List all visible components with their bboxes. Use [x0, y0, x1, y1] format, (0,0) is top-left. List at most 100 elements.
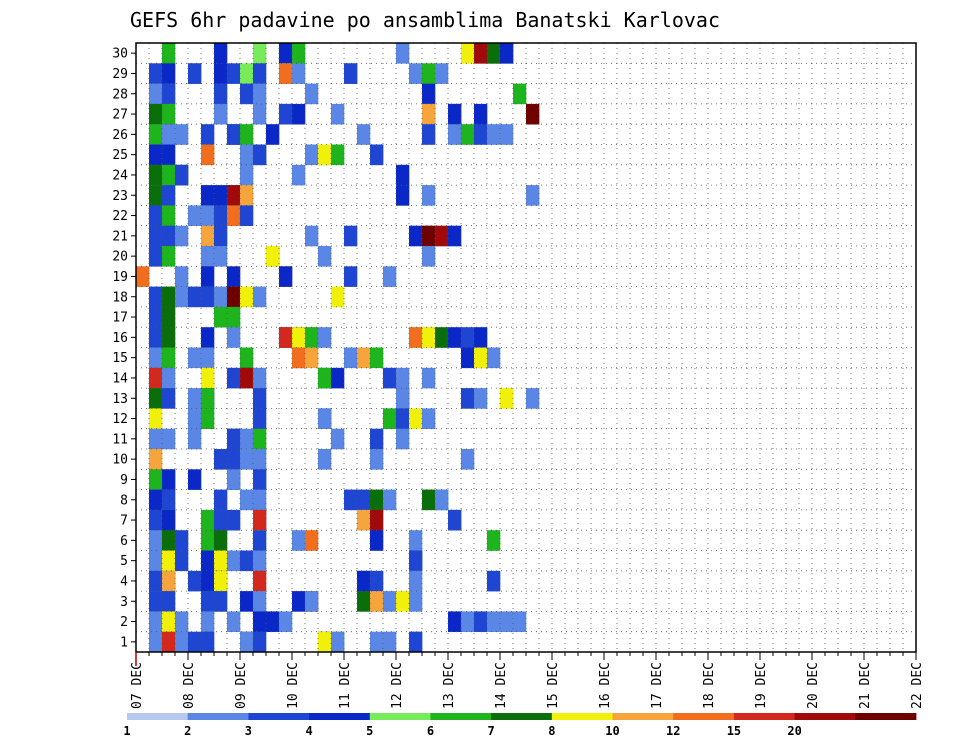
heatmap-cell — [175, 631, 189, 653]
heatmap-cell — [162, 103, 176, 125]
heatmap-cell — [227, 428, 241, 450]
heatmap-cell — [357, 124, 371, 145]
x-axis: 07 DEC 08 DEC 09 DEC 10 DEC 11 DEC 12 DEC 13 D… — [130, 652, 925, 709]
heatmap-cell — [474, 124, 488, 145]
heatmap-cell — [422, 185, 436, 206]
y-tick-label: 11 — [112, 432, 128, 447]
y-tick-label: 8 — [120, 493, 128, 508]
heatmap-cell — [149, 63, 163, 84]
heatmap-cell — [357, 347, 371, 369]
heatmap-cell — [253, 631, 267, 653]
heatmap-cell — [201, 225, 215, 247]
y-tick-label: 21 — [112, 229, 128, 244]
heatmap-cell — [253, 469, 267, 490]
heatmap-cell — [344, 347, 358, 369]
heatmap-cell — [409, 591, 423, 612]
heatmap-cell — [149, 103, 163, 125]
heatmap-cell — [227, 509, 241, 531]
y-tick-label: 10 — [112, 453, 128, 468]
heatmap-cell — [396, 43, 410, 64]
heatmap-cell — [201, 246, 215, 267]
heatmap-cell — [214, 591, 228, 612]
heatmap-cell — [422, 103, 436, 125]
heatmap-cell — [149, 185, 163, 206]
heatmap-cell — [370, 489, 384, 511]
heatmap-cell — [396, 164, 410, 186]
heatmap-cell — [162, 63, 176, 84]
heatmap-cell — [396, 408, 410, 429]
heatmap-cell — [162, 144, 176, 166]
heatmap-cell — [253, 408, 267, 429]
heatmap-cell — [422, 63, 436, 84]
heatmap-cell — [370, 428, 384, 450]
y-tick-label: 20 — [112, 250, 128, 265]
legend-label: 6 — [427, 724, 434, 738]
heatmap-cell — [201, 286, 215, 308]
heatmap-cell — [227, 469, 241, 490]
heatmap-cell — [162, 225, 176, 247]
legend-swatch — [794, 713, 856, 720]
heatmap-cell — [240, 164, 254, 186]
heatmap-cell — [370, 509, 384, 531]
y-tick-label: 12 — [112, 412, 128, 427]
heatmap-cell — [188, 286, 202, 308]
heatmap-cell — [201, 124, 215, 145]
y-tick-label: 19 — [112, 270, 128, 285]
heatmap-cell — [357, 509, 371, 531]
y-tick-label: 25 — [112, 148, 128, 163]
heatmap-cell — [201, 611, 215, 632]
heatmap-cell — [253, 63, 267, 84]
heatmap-cell — [214, 550, 228, 572]
legend-swatch — [187, 713, 249, 720]
heatmap-cell — [188, 347, 202, 369]
heatmap-cell — [188, 631, 202, 653]
heatmap-cell — [383, 489, 397, 511]
heatmap-cell — [240, 428, 254, 450]
heatmap-cell — [396, 591, 410, 612]
heatmap-cell — [214, 530, 228, 551]
heatmap-cell — [266, 611, 280, 632]
legend-swatch — [673, 713, 735, 720]
heatmap-cell — [357, 489, 371, 511]
heatmap-cell — [292, 103, 306, 125]
heatmap-cell — [214, 83, 228, 105]
heatmap-cell — [422, 83, 436, 105]
heatmap-cell — [318, 449, 332, 470]
heatmap-cell — [188, 63, 202, 84]
heatmap-cell — [149, 469, 163, 490]
heatmap-cell — [201, 550, 215, 572]
heatmap-cell — [201, 185, 215, 206]
heatmap-cell — [201, 144, 215, 166]
heatmap-cell — [357, 570, 371, 592]
heatmap-cell — [201, 631, 215, 653]
heatmap-cell — [266, 124, 280, 145]
heatmap-cell — [396, 388, 410, 409]
heatmap-cell — [149, 408, 163, 429]
legend-label: 20 — [787, 724, 801, 738]
heatmap-cell — [149, 286, 163, 308]
grid-lines — [136, 43, 916, 652]
heatmap-cell — [188, 428, 202, 450]
heatmap-cell — [149, 591, 163, 612]
heatmap-cell — [292, 63, 306, 84]
y-tick-label: 15 — [112, 351, 128, 366]
y-tick-label: 14 — [112, 371, 128, 386]
heatmap-cell — [253, 550, 267, 572]
heatmap-cell — [149, 306, 163, 328]
x-tick-label: 12 DEC — [390, 662, 405, 709]
heatmap-cell — [188, 469, 202, 490]
heatmap-cell — [201, 388, 215, 409]
heatmap-cell — [526, 103, 540, 125]
y-tick-label: 2 — [120, 615, 128, 630]
heatmap-cell — [149, 144, 163, 166]
heatmap-cell — [396, 367, 410, 389]
heatmap-cell — [175, 266, 189, 287]
heatmap-cell — [175, 225, 189, 247]
heatmap-cell — [201, 530, 215, 551]
heatmap-cell — [162, 164, 176, 186]
heatmap-cell — [331, 367, 345, 389]
x-tick-label: 08 DEC — [182, 662, 197, 709]
heatmap-cell — [175, 550, 189, 572]
heatmap-cell — [201, 408, 215, 429]
heatmap-cell — [162, 185, 176, 206]
